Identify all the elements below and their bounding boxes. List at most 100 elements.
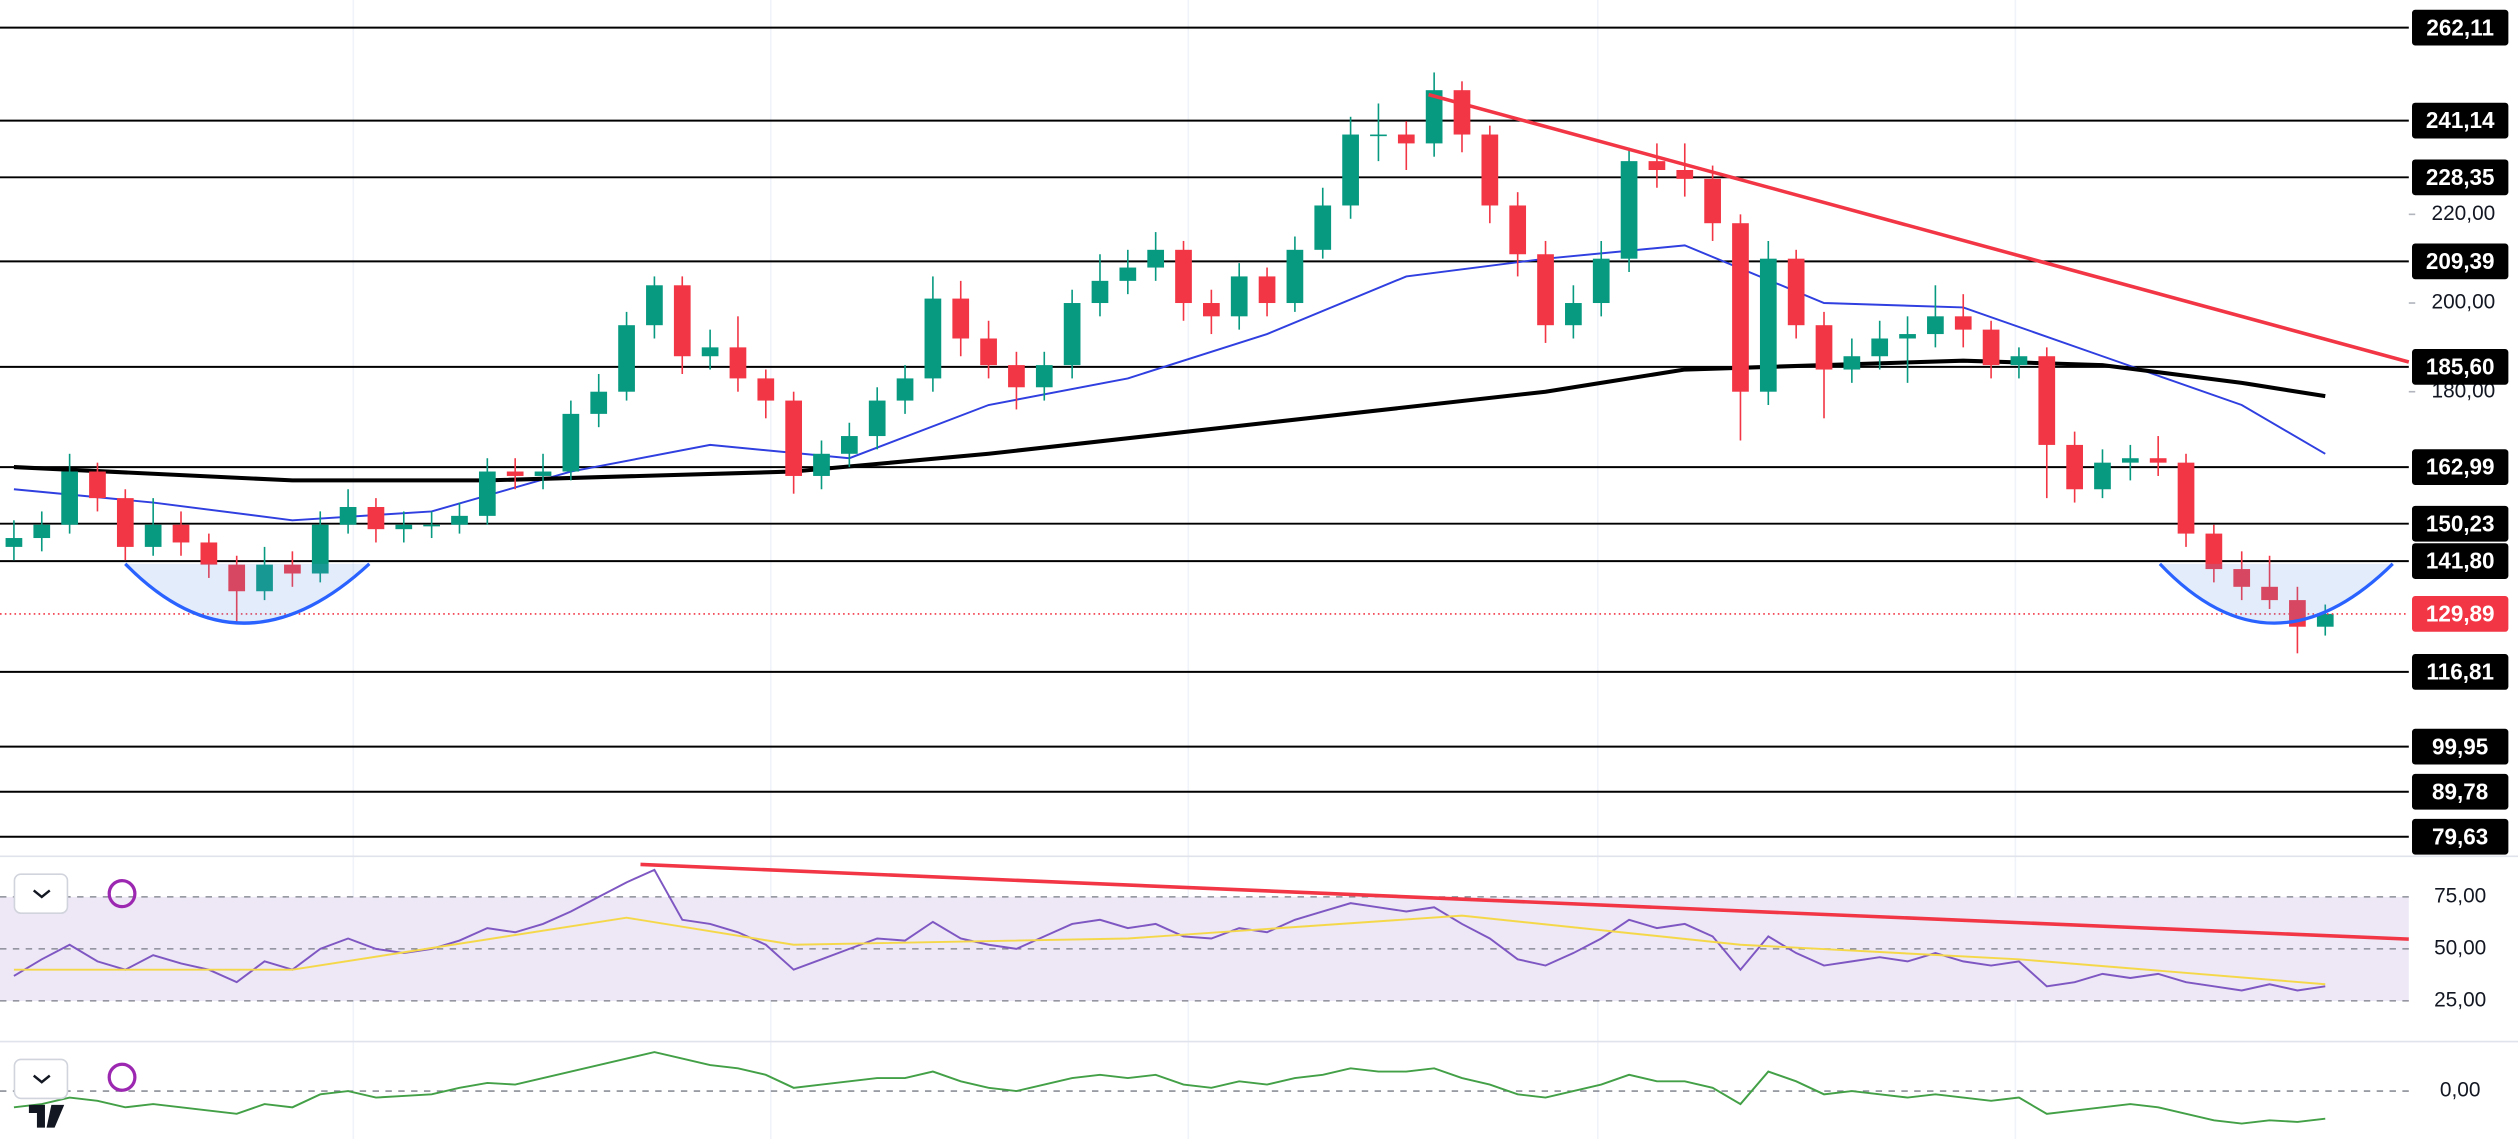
candle-body [1620, 161, 1638, 259]
candle-body [2149, 458, 2167, 463]
candle-body [562, 413, 580, 472]
refresh-button[interactable] [107, 879, 137, 909]
candle-body [673, 285, 691, 357]
level-label-bg [2412, 728, 2509, 765]
candle-body [1871, 338, 1889, 357]
candle-body [1676, 170, 1694, 179]
y-tick-label: 200,00 [2431, 291, 2495, 314]
candle-body [1035, 365, 1053, 388]
level-label-bg [2412, 543, 2509, 579]
candle-body [1063, 303, 1081, 366]
candle-body [311, 524, 329, 574]
candle-body [1481, 134, 1499, 206]
candle-body [2316, 613, 2334, 627]
candle-body [1509, 205, 1527, 255]
candle-body [1286, 249, 1304, 304]
candle-body [451, 515, 468, 525]
candle-body [2177, 462, 2195, 534]
candle-body [1648, 161, 1666, 171]
candle-body [2066, 444, 2083, 490]
indicator-line [13, 914, 2326, 986]
candle-body [618, 325, 635, 392]
level-label-bg [2412, 159, 2509, 196]
candle-body [1787, 258, 1805, 326]
candle-body [896, 378, 914, 401]
y-tick-label: 0,00 [2440, 1079, 2481, 1102]
candle-body [1565, 303, 1582, 326]
candle-body [1370, 134, 1387, 137]
candle-body [1119, 267, 1137, 281]
level-label: 228,35 [2426, 165, 2495, 190]
level-label: 79,63 [2432, 824, 2488, 849]
candle-body [952, 298, 970, 339]
refresh-button[interactable] [107, 1062, 137, 1092]
chevron-icon [32, 889, 51, 899]
level-label-bg [2412, 9, 2509, 46]
level-label: 262,11 [2426, 15, 2494, 40]
indicator-line [13, 1051, 2326, 1125]
candle-body [2094, 462, 2111, 490]
candle-body [33, 524, 51, 539]
candle-body [200, 542, 218, 565]
candle-body [1147, 249, 1165, 268]
collapse-button[interactable] [13, 873, 69, 914]
candle-body [2121, 458, 2139, 463]
candle-body [868, 400, 886, 437]
candle-body [1397, 134, 1415, 144]
candle-body [924, 298, 942, 379]
pattern-arc [2158, 562, 2394, 625]
level-label: 241,14 [2426, 108, 2495, 133]
level-label-bg [2412, 449, 2509, 486]
y-tick-label: 75,00 [2434, 884, 2486, 907]
level-label-bg [2412, 654, 2509, 690]
candle-body [1815, 325, 1833, 370]
trend-line [640, 862, 2409, 941]
moving-average [13, 358, 2326, 483]
candle-body [785, 400, 803, 476]
level-label-bg [2412, 349, 2509, 385]
candle-body [89, 471, 106, 499]
candle-body [1592, 258, 1610, 304]
candle-body [61, 471, 78, 525]
candle-body [172, 524, 190, 543]
y-tick-label: 180,00 [2431, 379, 2495, 402]
candle-body [1203, 303, 1220, 317]
collapse-button[interactable] [13, 1058, 69, 1100]
pattern-arc [124, 562, 371, 625]
candle-body [534, 471, 552, 476]
y-tick-label: 220,00 [2431, 202, 2495, 225]
candle-body [1704, 178, 1721, 224]
moving-average [13, 244, 2326, 522]
level-label: 209,39 [2426, 249, 2495, 274]
candle-body [980, 338, 997, 366]
candle-body [1732, 223, 1749, 392]
candle-body [478, 471, 496, 516]
candle-body [1982, 329, 2000, 366]
level-label: 141,80 [2426, 549, 2495, 574]
level-label: 99,95 [2432, 734, 2488, 759]
candle-body [1091, 280, 1109, 304]
level-label-bg [2412, 505, 2509, 542]
candle-body [256, 564, 273, 592]
candle-body [840, 436, 858, 454]
level-label: 185,60 [2426, 354, 2495, 379]
level-label: 162,99 [2426, 455, 2495, 480]
candle-body [729, 347, 747, 379]
candle-body [1954, 316, 1972, 330]
candle-body [144, 524, 162, 547]
candle-body [2233, 569, 2251, 587]
pane-controls [13, 873, 137, 1128]
candle-body [423, 524, 440, 527]
candle-body [5, 538, 23, 547]
candle-body [2205, 533, 2223, 570]
level-label: 89,78 [2432, 779, 2488, 804]
candle-body [284, 564, 301, 574]
candle-body [1927, 316, 1944, 335]
candle-body [646, 285, 663, 326]
candle-body [367, 506, 385, 530]
candle-body [1175, 249, 1192, 304]
level-label: 150,23 [2426, 511, 2495, 536]
candle-body [2038, 356, 2056, 445]
candle-body [2010, 356, 2028, 366]
